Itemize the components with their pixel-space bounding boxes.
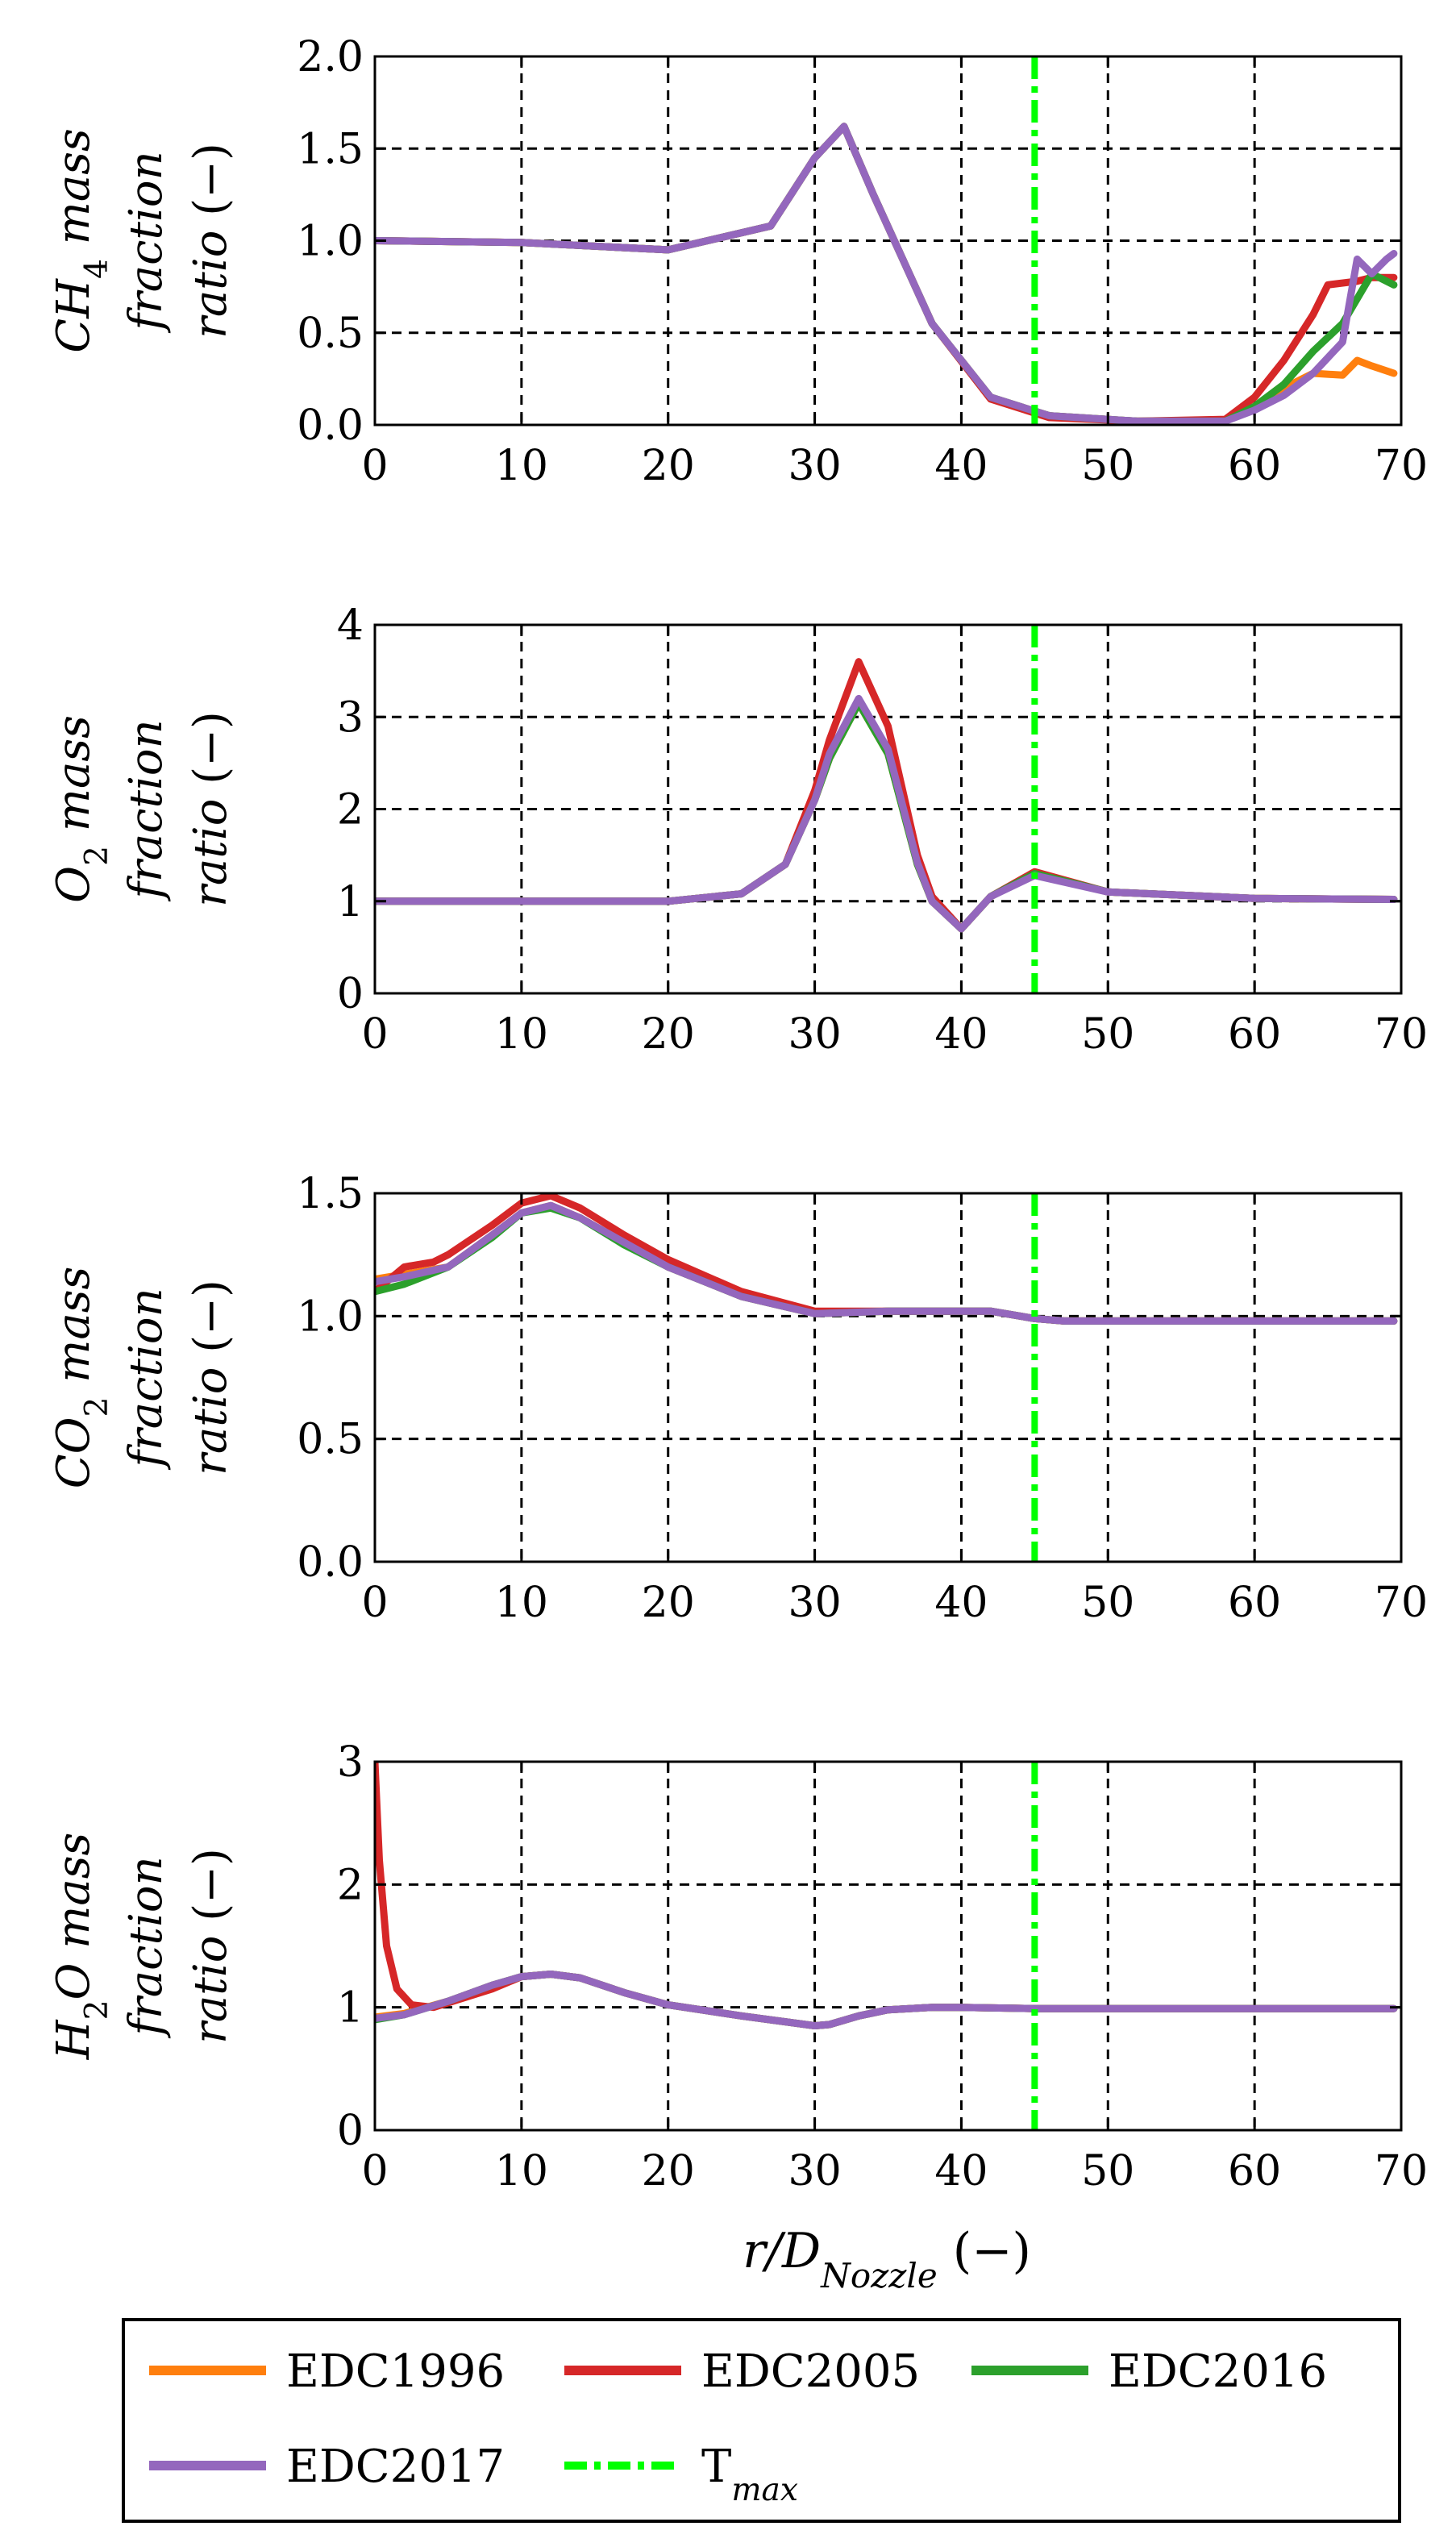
y-axis-label-line-1: O2 mass bbox=[48, 715, 115, 903]
x-tick-label: 60 bbox=[1228, 1579, 1281, 1627]
x-tick-label: 30 bbox=[788, 1579, 841, 1627]
x-tick-label: 30 bbox=[788, 442, 841, 490]
y-tick-label: 0 bbox=[337, 2107, 364, 2155]
x-tick-label: 10 bbox=[495, 1010, 548, 1059]
y-tick-label: 1.5 bbox=[297, 125, 364, 173]
series-line-edc2017 bbox=[375, 123, 1398, 425]
x-tick-label: 60 bbox=[1228, 1010, 1281, 1059]
legend-box bbox=[122, 2318, 1401, 2523]
y-axis-label-line-3: ratio (−) bbox=[185, 143, 237, 339]
panel-3: 0 10 20 30 40 50 60 70 0.0 0.5 1.0 1.5 CO2 mass fract… bbox=[48, 1170, 1428, 1627]
y-tick-label: 3 bbox=[337, 1738, 364, 1787]
y-axis-label-line-2: fraction bbox=[120, 151, 173, 333]
y-tick-label: 0.0 bbox=[297, 1538, 364, 1587]
series-line-edc2017 bbox=[375, 1201, 1398, 1325]
legend-label-edc1996: EDC1996 bbox=[286, 2345, 505, 2398]
x-tick-label: 10 bbox=[495, 2147, 548, 2195]
legend-label-edc2017: EDC2017 bbox=[286, 2441, 505, 2493]
y-tick-label: 0.5 bbox=[297, 310, 364, 358]
x-tick-label: 10 bbox=[495, 442, 548, 490]
y-tick-label: 0.5 bbox=[297, 1416, 364, 1464]
series-group bbox=[375, 1762, 1398, 2029]
x-tick-label: 60 bbox=[1228, 442, 1281, 490]
x-tick-label: 70 bbox=[1375, 1579, 1428, 1627]
x-tick-label: 40 bbox=[934, 2147, 988, 2195]
x-tick-label: 20 bbox=[642, 2147, 695, 2195]
y-axis-label-line-3: ratio (−) bbox=[185, 711, 237, 907]
y-axis-label-line-3: ratio (−) bbox=[185, 1848, 237, 2044]
x-tick-label: 30 bbox=[788, 1010, 841, 1059]
x-tick-label: 70 bbox=[1375, 1010, 1428, 1059]
x-tick-label: 50 bbox=[1081, 1579, 1134, 1627]
x-tick-label: 40 bbox=[934, 1579, 988, 1627]
panel-2: 0 10 20 30 40 50 60 70 0 1 2 3 4 O2 mass fraction ratio… bbox=[48, 601, 1428, 1059]
x-tick-label: 0 bbox=[361, 1010, 388, 1059]
x-tick-label: 10 bbox=[495, 1579, 548, 1627]
series-line-edc1996 bbox=[375, 1971, 1398, 2029]
series-line-edc2016 bbox=[375, 123, 1398, 425]
y-axis-label-line-1: H2O mass bbox=[48, 1833, 115, 2060]
x-tick-label: 40 bbox=[934, 442, 988, 490]
series-line-edc1996 bbox=[375, 1201, 1398, 1325]
y-axis-label-line-2: fraction bbox=[120, 719, 173, 901]
series-line-edc2017 bbox=[375, 1971, 1398, 2029]
y-tick-label: 1 bbox=[337, 1984, 364, 2033]
series-group bbox=[375, 1193, 1398, 1325]
x-tick-label: 0 bbox=[361, 2147, 388, 2195]
x-tick-label: 20 bbox=[642, 1579, 695, 1627]
x-tick-label: 30 bbox=[788, 2147, 841, 2195]
x-axis-label: r/DNozzle (−) bbox=[743, 2223, 1031, 2295]
panel-1: 0 10 20 30 40 50 60 70 0.0 0.5 1.0 1.5 2.0 CH4 mass fr… bbox=[48, 33, 1428, 490]
y-tick-label: 1.5 bbox=[297, 1170, 364, 1218]
y-axis-label-line-1: CH4 mass bbox=[48, 128, 115, 352]
y-tick-label: 2.0 bbox=[297, 33, 364, 81]
y-tick-label: 4 bbox=[337, 601, 364, 650]
legend-label-edc2005: EDC2005 bbox=[701, 2345, 920, 2398]
y-tick-label: 2 bbox=[337, 1861, 364, 1909]
x-tick-label: 0 bbox=[361, 442, 388, 490]
x-tick-label: 50 bbox=[1081, 1010, 1134, 1059]
x-tick-label: 50 bbox=[1081, 442, 1134, 490]
series-line-edc2005 bbox=[375, 123, 1398, 425]
x-tick-label: 0 bbox=[361, 1579, 388, 1627]
x-tick-label: 40 bbox=[934, 1010, 988, 1059]
y-tick-label: 1.0 bbox=[297, 1292, 364, 1341]
y-axis-label-line-2: fraction bbox=[120, 1856, 173, 2038]
x-tick-label: 50 bbox=[1081, 2147, 1134, 2195]
series-group bbox=[375, 658, 1398, 933]
legend-label-edc2016: EDC2016 bbox=[1109, 2345, 1327, 2398]
x-tick-label: 20 bbox=[642, 442, 695, 490]
series-line-edc1996 bbox=[375, 123, 1398, 425]
panel-4: 0 10 20 30 40 50 60 70 0 1 2 3 H2O mass fraction ratio… bbox=[48, 1738, 1428, 2195]
y-axis-label-line-2: fraction bbox=[120, 1288, 173, 1470]
x-tick-label: 70 bbox=[1375, 442, 1428, 490]
legend: EDC1996 EDC2005 EDC2016 EDC2017 Tmax bbox=[122, 2318, 1401, 2523]
y-axis-label-line-3: ratio (−) bbox=[185, 1280, 237, 1475]
y-tick-label: 0 bbox=[337, 970, 364, 1018]
y-tick-label: 1 bbox=[337, 878, 364, 926]
y-tick-label: 2 bbox=[337, 786, 364, 834]
plot-frame bbox=[373, 1192, 1403, 1563]
plot-frame bbox=[373, 1760, 1403, 2132]
y-tick-label: 3 bbox=[337, 693, 364, 742]
x-tick-label: 60 bbox=[1228, 2147, 1281, 2195]
series-line-edc2017 bbox=[375, 694, 1398, 933]
series-line-edc2005 bbox=[375, 658, 1398, 933]
legend-label-tmax: Tmax bbox=[701, 2441, 798, 2508]
x-tick-label: 70 bbox=[1375, 2147, 1428, 2195]
y-tick-label: 1.0 bbox=[297, 218, 364, 266]
series-line-edc2005 bbox=[375, 1762, 1398, 2029]
y-tick-label: 0.0 bbox=[297, 402, 364, 450]
y-axis-label-line-1: CO2 mass bbox=[48, 1267, 115, 1488]
series-line-edc2016 bbox=[375, 1204, 1398, 1325]
x-tick-label: 20 bbox=[642, 1010, 695, 1059]
series-group bbox=[375, 123, 1398, 425]
series-line-edc2016 bbox=[375, 1971, 1398, 2029]
